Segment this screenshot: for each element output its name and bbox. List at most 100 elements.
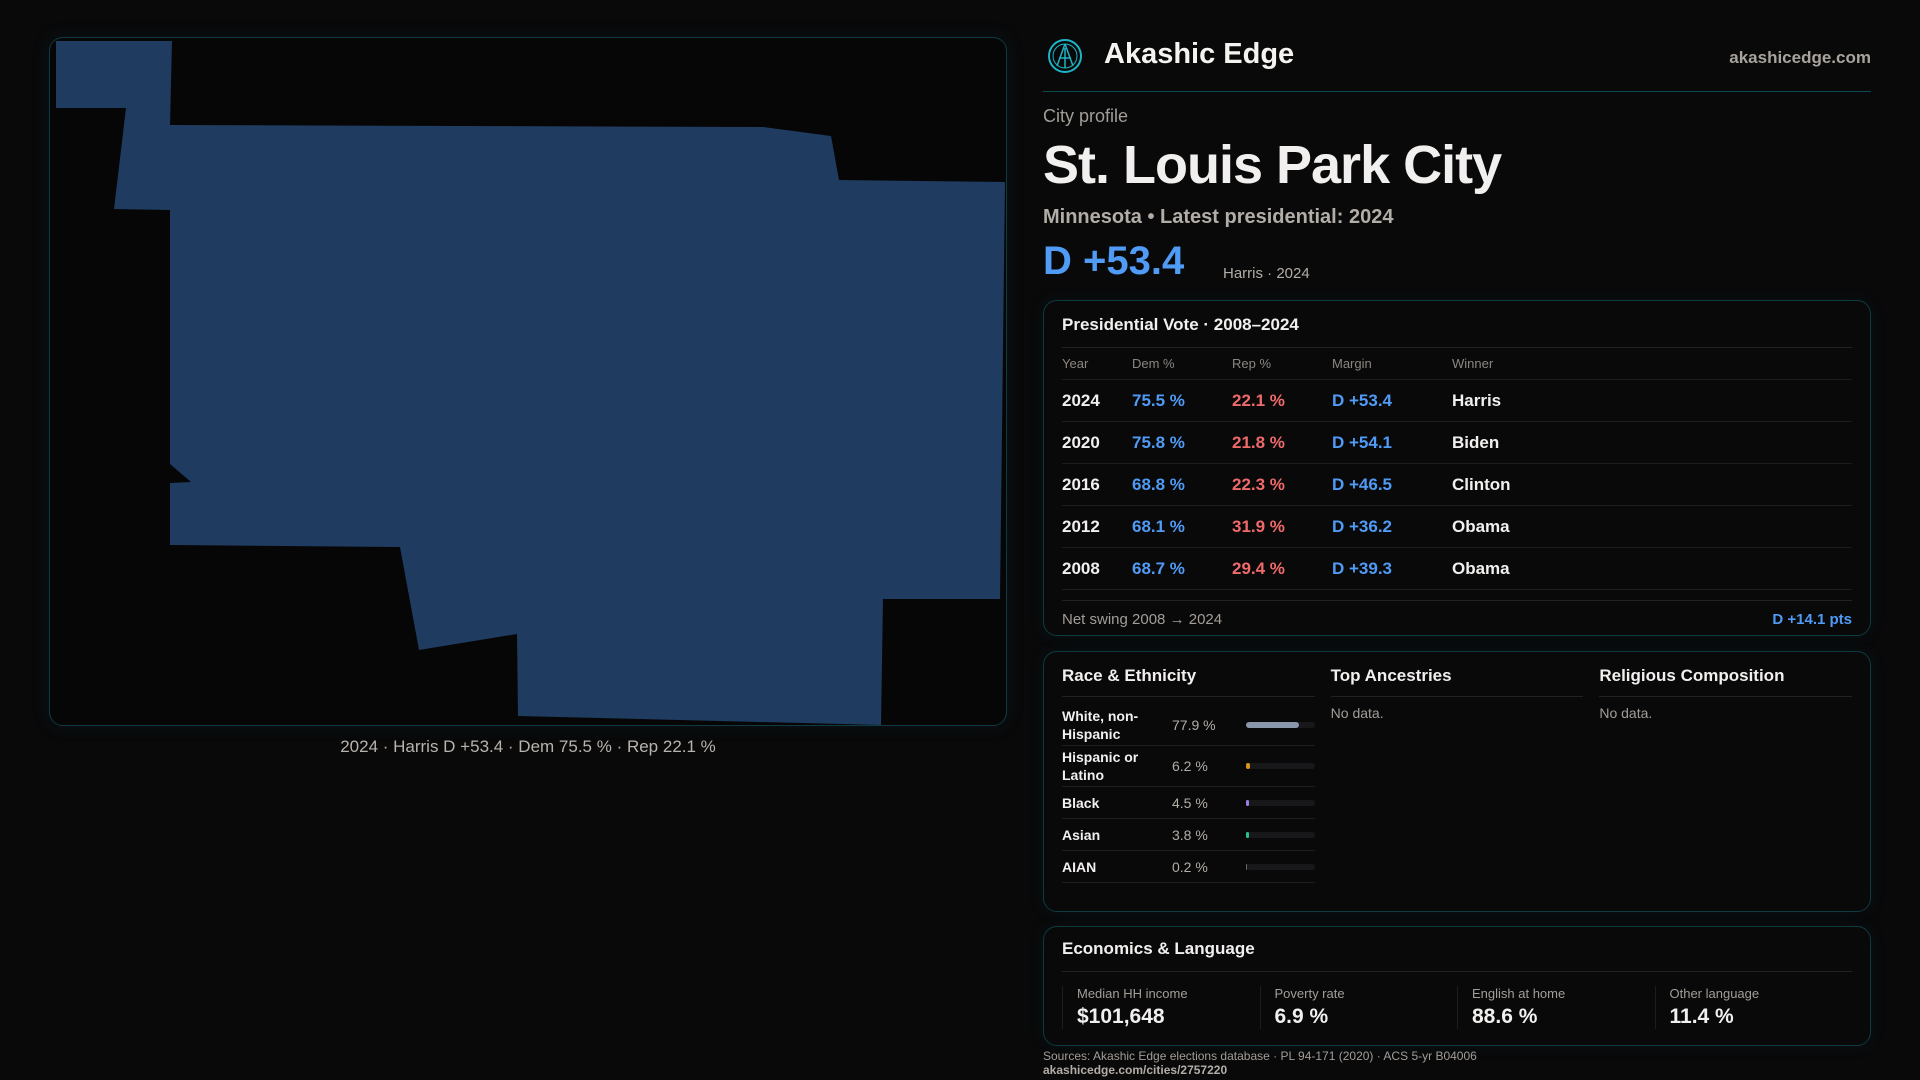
race-bar-fill [1246, 863, 1247, 870]
table-row: 2016 68.8 % 22.3 % D +46.5 Clinton [1062, 464, 1852, 506]
race-section: Race & Ethnicity White, non-Hispanic 77.9… [1062, 666, 1315, 897]
table-row: 2024 75.5 % 22.1 % D +53.4 Harris [1062, 380, 1852, 422]
brand-name: Akashic Edge [1104, 38, 1295, 70]
net-swing: Net swing 2008 → 2024 D +14.1 pts [1062, 600, 1852, 628]
card-title: Presidential Vote · 2008–2024 [1062, 315, 1852, 348]
race-label: Hispanic or Latino [1062, 749, 1139, 783]
table-row: 2020 75.8 % 21.8 % D +54.1 Biden [1062, 422, 1852, 464]
headline-margin-detail: Harris · 2024 [1223, 265, 1310, 282]
econ-stat: Other language 11.4 % [1654, 986, 1853, 1029]
race-row: Black 4.5 % [1062, 787, 1315, 819]
city-boundary[interactable] [56, 41, 1005, 725]
demographics-card: Race & Ethnicity White, non-Hispanic 77.9… [1043, 651, 1871, 912]
stat-label: English at home [1472, 986, 1566, 1001]
cell-margin: D +36.2 [1332, 516, 1393, 536]
page-kicker: City profile [1043, 106, 1129, 126]
cell-year: 2008 [1062, 558, 1100, 578]
akashic-edge-logo-icon [1048, 39, 1082, 73]
cell-winner: Clinton [1452, 474, 1511, 494]
race-row: Hispanic or Latino 6.2 % [1062, 746, 1315, 787]
econ-stat: Median HH income $101,648 [1062, 986, 1260, 1029]
race-row: White, non-Hispanic 77.9 % [1062, 705, 1315, 746]
race-bar [1246, 831, 1315, 838]
religion-title: Religious Composition [1599, 666, 1853, 697]
race-bar-fill [1246, 722, 1300, 728]
cell-rep: 31.9 % [1232, 516, 1285, 536]
cell-rep: 22.3 % [1232, 474, 1285, 494]
col-margin: Margin [1332, 356, 1372, 371]
col-winner: Winner [1452, 356, 1494, 371]
race-label: AIAN [1062, 858, 1097, 875]
race-label: White, non-Hispanic [1062, 708, 1139, 742]
table-row: 2012 68.1 % 31.9 % D +36.2 Obama [1062, 506, 1852, 548]
cell-dem: 68.7 % [1132, 558, 1185, 578]
ancestries-section: Top Ancestries No data. [1330, 666, 1584, 897]
stat-value: $101,648 [1077, 1005, 1165, 1028]
cell-rep: 29.4 % [1232, 558, 1285, 578]
race-pct: 4.5 % [1172, 794, 1208, 811]
map-caption: 2024 · Harris D +53.4 · Dem 75.5 % · Rep… [340, 737, 716, 756]
page-subtitle: Minnesota • Latest presidential: 2024 [1043, 206, 1394, 228]
econ-stat: English at home 88.6 % [1457, 986, 1655, 1029]
cell-rep: 22.1 % [1232, 390, 1285, 410]
table-header: Year Dem % Rep % Margin Winner [1062, 348, 1852, 380]
stat-value: 11.4 % [1669, 1005, 1734, 1028]
religion-empty: No data. [1599, 705, 1653, 721]
cell-dem: 75.8 % [1132, 432, 1185, 452]
col-dem: Dem % [1132, 356, 1175, 371]
cell-rep: 21.8 % [1232, 432, 1285, 452]
cell-margin: D +39.3 [1332, 558, 1393, 578]
net-swing-label: Net swing 2008 → 2024 [1062, 611, 1223, 628]
race-bar-fill [1246, 799, 1250, 806]
cell-year: 2012 [1062, 516, 1100, 536]
econ-stat: Poverty rate 6.9 % [1259, 986, 1458, 1029]
col-year: Year [1062, 356, 1089, 371]
race-label: Black [1062, 794, 1100, 811]
page-title: St. Louis Park City [1043, 135, 1502, 195]
cell-dem: 68.1 % [1132, 516, 1185, 536]
race-pct: 0.2 % [1172, 858, 1208, 875]
race-pct: 6.2 % [1172, 758, 1208, 774]
race-bar [1246, 763, 1315, 769]
race-bar [1246, 799, 1315, 806]
city-map[interactable] [49, 37, 1007, 726]
econ-title: Economics & Language [1062, 939, 1852, 972]
cell-winner: Obama [1452, 558, 1510, 578]
race-title: Race & Ethnicity [1062, 666, 1315, 697]
religion-section: Religious Composition No data. [1599, 666, 1853, 897]
table-row: 2008 68.7 % 29.4 % D +39.3 Obama [1062, 548, 1852, 590]
cell-dem: 75.5 % [1132, 390, 1185, 410]
race-row: AIAN 0.2 % [1062, 851, 1315, 883]
sources-text: Sources: Akashic Edge elections database… [1043, 1049, 1477, 1063]
race-label: Asian [1062, 826, 1101, 843]
stat-label: Other language [1669, 986, 1760, 1001]
site-link[interactable]: akashicedge.com [1729, 48, 1871, 67]
footer: Sources: Akashic Edge elections database… [1043, 1049, 1477, 1077]
col-rep: Rep % [1232, 356, 1272, 371]
race-bar [1246, 863, 1315, 870]
race-bar [1246, 722, 1315, 728]
cell-winner: Biden [1452, 432, 1500, 452]
race-bar-fill [1246, 763, 1251, 769]
cell-margin: D +46.5 [1332, 474, 1393, 494]
cell-year: 2016 [1062, 474, 1100, 494]
cell-winner: Obama [1452, 516, 1510, 536]
headline-margin: D +53.4 [1043, 239, 1185, 283]
cell-winner: Harris [1452, 390, 1502, 410]
economics-card: Economics & Language Median HH income $10… [1043, 926, 1871, 1046]
cell-margin: D +53.4 [1332, 390, 1393, 410]
city-boundary-map [56, 41, 1005, 725]
race-row: Asian 3.8 % [1062, 819, 1315, 851]
cell-year: 2020 [1062, 432, 1100, 452]
cell-dem: 68.8 % [1132, 474, 1185, 494]
ancestries-title: Top Ancestries [1330, 666, 1584, 697]
race-pct: 3.8 % [1172, 826, 1208, 843]
header: Akashic Edge akashicedge.com [1043, 36, 1871, 92]
cell-year: 2024 [1062, 390, 1100, 410]
race-pct: 77.9 % [1172, 717, 1216, 733]
ancestries-empty: No data. [1330, 705, 1384, 721]
stat-label: Median HH income [1077, 986, 1188, 1001]
page-url[interactable]: akashicedge.com/cities/2757220 [1043, 1063, 1228, 1077]
presidential-vote-card: Presidential Vote · 2008–2024 Year Dem %… [1043, 300, 1871, 636]
stat-value: 6.9 % [1274, 1005, 1329, 1028]
